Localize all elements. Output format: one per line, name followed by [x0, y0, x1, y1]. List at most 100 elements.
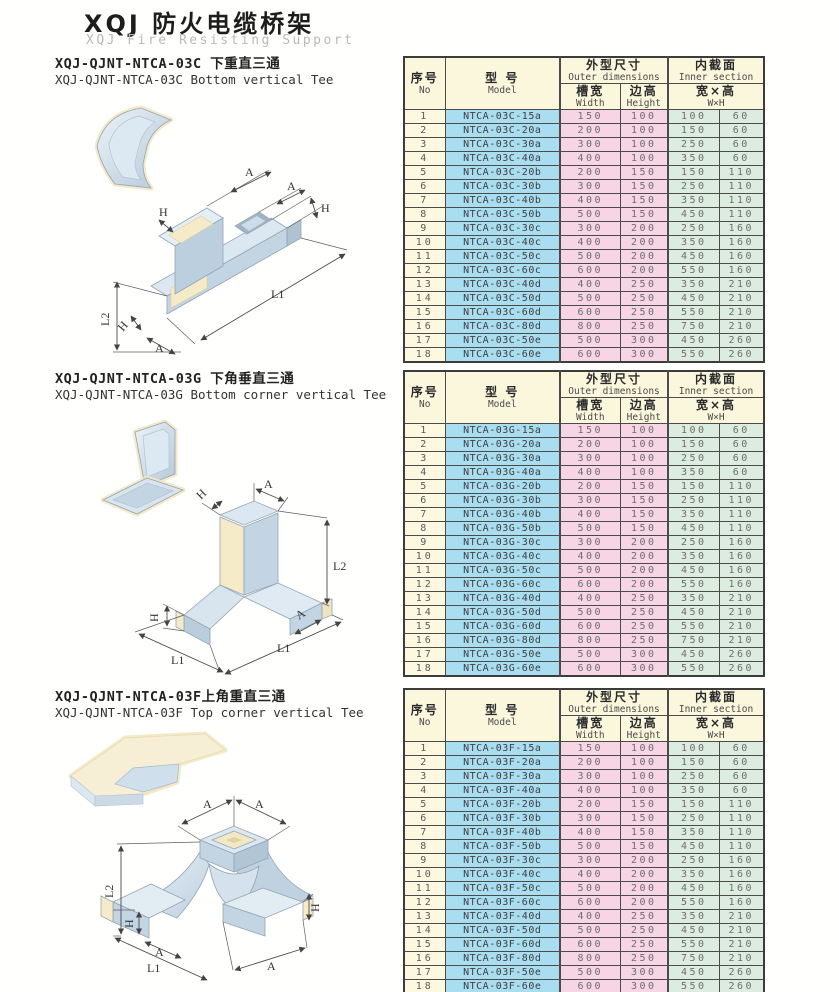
width-cell: 500 — [559, 249, 621, 264]
inner-w-cell: 100 — [667, 741, 720, 756]
height-cell: 150 — [619, 797, 669, 812]
table-row: 2 NTCA-03C-20a 200 100 150 60 — [403, 123, 765, 138]
inner-w-cell: 550 — [667, 347, 720, 363]
inner-h-cell: 260 — [718, 647, 765, 662]
table-header: 序号 No 型 号 Model 外型尺寸 Outer dimensions 内截面 In… — [403, 56, 765, 110]
table-row: 8 NTCA-03F-50b 500 150 450 110 — [403, 839, 765, 854]
table-row: 9 NTCA-03G-30c 300 200 250 160 — [403, 535, 765, 550]
width-cell: 500 — [559, 521, 621, 536]
model-cell: NTCA-03G-20a — [444, 437, 561, 452]
height-cell: 300 — [619, 979, 669, 992]
model-cell: NTCA-03C-60d — [444, 305, 561, 320]
table-row: 18 NTCA-03F-60e 600 300 550 260 — [403, 979, 765, 992]
inner-w-cell: 350 — [667, 193, 720, 208]
dim-label-a-top: A — [264, 477, 273, 491]
dim-label-l1-left: L1 — [171, 653, 184, 667]
inner-w-cell: 550 — [667, 895, 720, 910]
width-cell: 800 — [559, 633, 621, 648]
section-heading-03g: XQJ-QJNT-NTCA-03G 下角垂直三通 XQJ-QJNT-NTCA-0… — [55, 372, 386, 403]
row-no: 11 — [403, 881, 446, 896]
inner-w-cell: 450 — [667, 333, 720, 348]
inner-w-cell: 450 — [667, 605, 720, 620]
inner-h-cell: 210 — [718, 277, 765, 292]
width-cell: 300 — [559, 769, 621, 784]
table-row: 1 NTCA-03C-15a 150 100 100 60 — [403, 109, 765, 124]
height-cell: 150 — [619, 493, 669, 508]
inner-h-cell: 210 — [718, 605, 765, 620]
width-cell: 400 — [559, 591, 621, 606]
table-row: 10 NTCA-03C-40c 400 200 350 160 — [403, 235, 765, 250]
width-cell: 200 — [559, 165, 621, 180]
width-cell: 300 — [559, 853, 621, 868]
inner-h-cell: 160 — [718, 249, 765, 264]
table-header: 序号 No 型 号 Model 外型尺寸 Outer dimensions 内截面 In… — [403, 688, 765, 742]
table-row: 10 NTCA-03F-40c 400 200 350 160 — [403, 867, 765, 882]
inner-h-cell: 110 — [718, 165, 765, 180]
inner-h-cell: 60 — [718, 151, 765, 166]
dim-label-l2: L2 — [102, 885, 116, 898]
table-row: 5 NTCA-03F-20b 200 150 150 110 — [403, 797, 765, 812]
table-row: 1 NTCA-03F-15a 150 100 100 60 — [403, 741, 765, 756]
table-row: 4 NTCA-03F-40a 400 100 350 60 — [403, 783, 765, 798]
model-cell: NTCA-03F-40d — [444, 909, 561, 924]
height-cell: 200 — [619, 881, 669, 896]
model-cell: NTCA-03G-15a — [444, 423, 561, 438]
row-no: 5 — [403, 479, 446, 494]
width-cell: 800 — [559, 951, 621, 966]
header-outer: 外型尺寸 Outer dimensions — [558, 688, 669, 716]
model-cell: NTCA-03G-60c — [444, 577, 561, 592]
header-width: 槽宽 Width — [559, 83, 621, 110]
row-no: 6 — [403, 493, 446, 508]
row-no: 15 — [403, 937, 446, 952]
height-cell: 300 — [619, 647, 669, 662]
dim-label-h-left: H — [147, 613, 161, 622]
model-cell: NTCA-03G-40b — [444, 507, 561, 522]
height-cell: 250 — [619, 277, 669, 292]
width-cell: 500 — [559, 333, 621, 348]
header-width: 槽宽 Width — [559, 397, 621, 424]
inner-h-cell: 60 — [718, 769, 765, 784]
inner-w-cell: 350 — [667, 151, 720, 166]
width-cell: 200 — [559, 437, 621, 452]
model-cell: NTCA-03C-30c — [444, 221, 561, 236]
width-cell: 600 — [559, 263, 621, 278]
height-cell: 150 — [619, 521, 669, 536]
height-cell: 200 — [619, 549, 669, 564]
width-cell: 300 — [559, 493, 621, 508]
model-cell: NTCA-03F-50c — [444, 881, 561, 896]
table-row: 9 NTCA-03C-30c 300 200 250 160 — [403, 221, 765, 236]
table-row: 3 NTCA-03F-30a 300 100 250 60 — [403, 769, 765, 784]
table-row: 12 NTCA-03F-60c 600 200 550 160 — [403, 895, 765, 910]
model-cell: NTCA-03G-80d — [444, 633, 561, 648]
width-cell: 500 — [559, 291, 621, 306]
row-no: 11 — [403, 249, 446, 264]
table-row: 17 NTCA-03C-50e 500 300 450 260 — [403, 333, 765, 348]
width-cell: 500 — [559, 605, 621, 620]
table-row: 16 NTCA-03F-80d 800 250 750 210 — [403, 951, 765, 966]
height-cell: 100 — [619, 451, 669, 466]
spec-table-03f: 序号 No 型 号 Model 外型尺寸 Outer dimensions 内截面 In… — [403, 688, 766, 992]
width-cell: 500 — [559, 207, 621, 222]
row-no: 15 — [403, 305, 446, 320]
width-cell: 400 — [559, 507, 621, 522]
model-cell: NTCA-03C-60e — [444, 347, 561, 363]
width-cell: 500 — [559, 965, 621, 980]
height-cell: 100 — [619, 137, 669, 152]
table-row: 7 NTCA-03F-40b 400 150 350 110 — [403, 825, 765, 840]
height-cell: 250 — [619, 633, 669, 648]
header-height: 边高 Height — [619, 715, 669, 742]
inner-h-cell: 110 — [718, 825, 765, 840]
row-no: 11 — [403, 563, 446, 578]
dimension-lines: A A H H L1 L2 H A — [98, 165, 348, 355]
main-part — [100, 825, 314, 939]
inner-h-cell: 60 — [718, 437, 765, 452]
height-cell: 150 — [619, 811, 669, 826]
inner-w-cell: 250 — [667, 221, 720, 236]
row-no: 16 — [403, 951, 446, 966]
inner-w-cell: 100 — [667, 423, 720, 438]
table-row: 16 NTCA-03C-80d 800 250 750 210 — [403, 319, 765, 334]
table-row: 6 NTCA-03C-30b 300 150 250 110 — [403, 179, 765, 194]
height-cell: 250 — [619, 909, 669, 924]
width-cell: 300 — [559, 451, 621, 466]
dim-label-l2: L2 — [333, 559, 346, 573]
